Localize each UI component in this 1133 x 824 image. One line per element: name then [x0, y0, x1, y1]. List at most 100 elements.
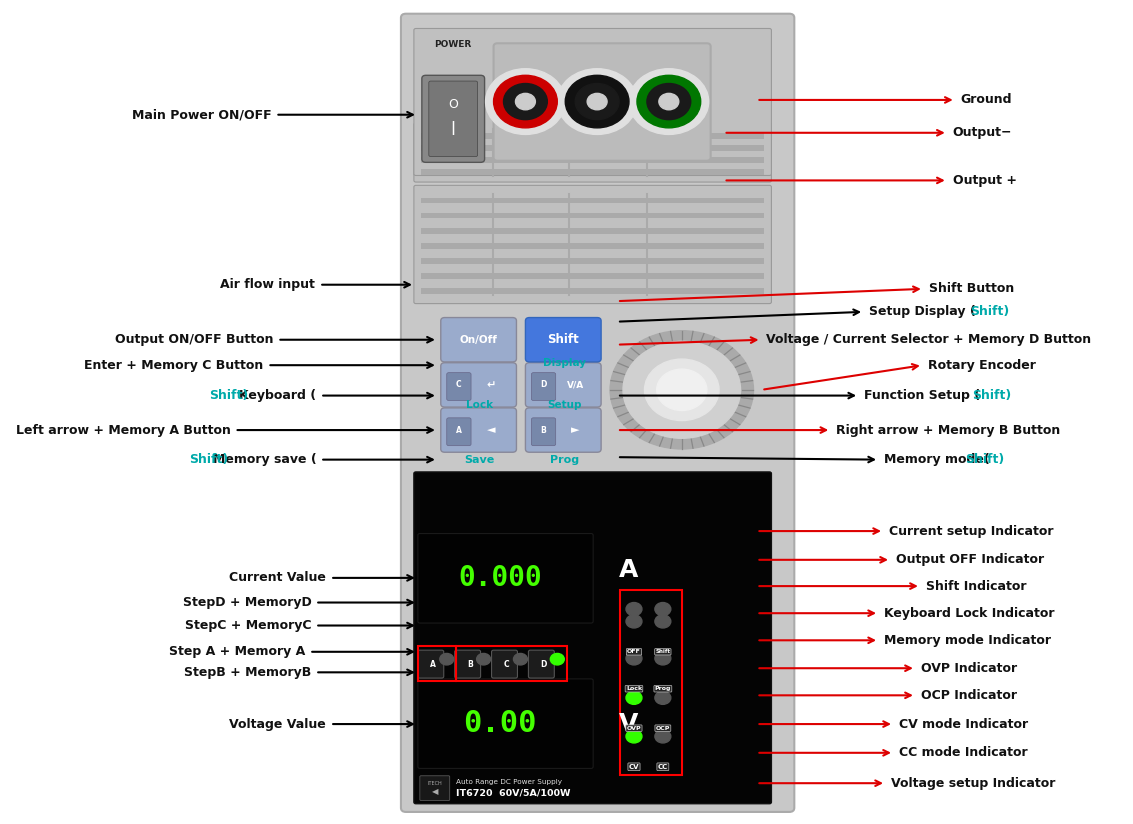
Circle shape: [576, 83, 619, 119]
FancyBboxPatch shape: [441, 408, 517, 452]
Text: A: A: [429, 661, 436, 669]
Text: Voltage Value: Voltage Value: [230, 718, 326, 731]
FancyBboxPatch shape: [418, 679, 594, 769]
FancyBboxPatch shape: [526, 317, 602, 362]
Text: Shift): Shift): [210, 389, 248, 402]
FancyBboxPatch shape: [418, 534, 594, 623]
FancyBboxPatch shape: [418, 650, 444, 678]
Bar: [620, 590, 682, 775]
FancyBboxPatch shape: [421, 75, 485, 162]
FancyBboxPatch shape: [528, 650, 554, 678]
FancyBboxPatch shape: [446, 418, 471, 446]
Text: Output OFF Indicator: Output OFF Indicator: [896, 554, 1043, 566]
Circle shape: [513, 653, 528, 665]
Text: OCP: OCP: [656, 726, 670, 731]
FancyBboxPatch shape: [526, 363, 602, 407]
Bar: [455, 646, 568, 681]
Text: OFF: OFF: [627, 649, 641, 654]
Text: O: O: [449, 98, 458, 111]
Text: Shift): Shift): [965, 453, 1005, 466]
Circle shape: [565, 75, 629, 128]
Bar: [420, 198, 765, 204]
Circle shape: [637, 75, 700, 128]
Text: Keyboard (: Keyboard (: [239, 389, 316, 402]
Text: Current Value: Current Value: [229, 571, 326, 584]
FancyBboxPatch shape: [401, 14, 794, 812]
Bar: [420, 169, 765, 175]
Text: Function Setup (: Function Setup (: [864, 389, 980, 402]
Circle shape: [494, 75, 557, 128]
Text: StepD + MemoryD: StepD + MemoryD: [182, 596, 312, 609]
Text: ↵: ↵: [486, 380, 495, 390]
Circle shape: [659, 93, 679, 110]
Text: Memory save (: Memory save (: [213, 453, 316, 466]
Circle shape: [486, 68, 565, 134]
Text: On/Off: On/Off: [460, 335, 497, 344]
Text: V/A: V/A: [566, 381, 585, 390]
Circle shape: [655, 615, 671, 628]
Text: Current setup Indicator: Current setup Indicator: [889, 525, 1054, 537]
Text: OVP: OVP: [627, 726, 641, 731]
Circle shape: [610, 330, 753, 449]
Circle shape: [627, 691, 642, 705]
Circle shape: [627, 602, 642, 616]
Text: Save: Save: [465, 455, 495, 465]
Text: Output +: Output +: [953, 174, 1016, 187]
FancyBboxPatch shape: [428, 81, 478, 157]
Text: C: C: [504, 661, 510, 669]
Text: Shift Indicator: Shift Indicator: [926, 579, 1026, 592]
FancyBboxPatch shape: [446, 372, 471, 400]
Text: Enter + Memory C Button: Enter + Memory C Button: [84, 358, 264, 372]
Text: CV mode Indicator: CV mode Indicator: [898, 718, 1028, 731]
Text: ►: ►: [571, 425, 580, 435]
FancyBboxPatch shape: [531, 372, 555, 400]
Text: Air flow input: Air flow input: [221, 279, 315, 291]
Text: B: B: [467, 661, 472, 669]
FancyBboxPatch shape: [441, 363, 517, 407]
Text: Display: Display: [543, 358, 586, 368]
Text: A: A: [620, 558, 639, 582]
Bar: [420, 213, 765, 218]
Text: |: |: [451, 121, 455, 135]
Text: D: D: [540, 381, 547, 390]
FancyBboxPatch shape: [414, 472, 772, 803]
Text: V: V: [620, 712, 639, 736]
Text: Prog: Prog: [550, 455, 579, 465]
Circle shape: [623, 341, 741, 438]
FancyBboxPatch shape: [414, 29, 772, 176]
Text: Output ON/OFF Button: Output ON/OFF Button: [114, 333, 273, 346]
Text: ITECH: ITECH: [427, 780, 442, 786]
Circle shape: [627, 652, 642, 665]
Text: 0.00: 0.00: [463, 709, 537, 738]
Text: Auto Range DC Power Supply: Auto Range DC Power Supply: [455, 779, 562, 784]
FancyBboxPatch shape: [526, 408, 602, 452]
Text: Memory mode(: Memory mode(: [884, 453, 990, 466]
Text: B: B: [540, 425, 546, 434]
FancyBboxPatch shape: [414, 123, 772, 182]
Circle shape: [655, 602, 671, 616]
Text: Shift: Shift: [547, 333, 579, 346]
Circle shape: [655, 691, 671, 705]
Text: Prog: Prog: [655, 686, 671, 691]
Text: Step A + Memory A: Step A + Memory A: [169, 645, 305, 658]
FancyBboxPatch shape: [494, 44, 710, 161]
FancyBboxPatch shape: [414, 185, 772, 303]
Text: Setup Display (: Setup Display (: [869, 306, 976, 318]
Text: Lock: Lock: [466, 400, 493, 410]
Bar: [420, 273, 765, 279]
FancyBboxPatch shape: [441, 317, 517, 362]
FancyBboxPatch shape: [531, 418, 555, 446]
Text: Rotary Encoder: Rotary Encoder: [928, 358, 1036, 372]
Text: OCP Indicator: OCP Indicator: [921, 689, 1016, 702]
Circle shape: [645, 359, 719, 420]
Circle shape: [655, 730, 671, 743]
Text: Voltage setup Indicator: Voltage setup Indicator: [891, 777, 1055, 789]
Text: Main Power ON/OFF: Main Power ON/OFF: [131, 108, 272, 121]
Text: Setup: Setup: [547, 400, 581, 410]
Text: CV: CV: [629, 764, 639, 770]
Text: Left arrow + Memory A Button: Left arrow + Memory A Button: [16, 424, 231, 437]
Circle shape: [647, 83, 691, 119]
Text: Shift): Shift): [972, 389, 1012, 402]
Text: Shift): Shift): [971, 306, 1010, 318]
Text: Right arrow + Memory B Button: Right arrow + Memory B Button: [836, 424, 1060, 437]
